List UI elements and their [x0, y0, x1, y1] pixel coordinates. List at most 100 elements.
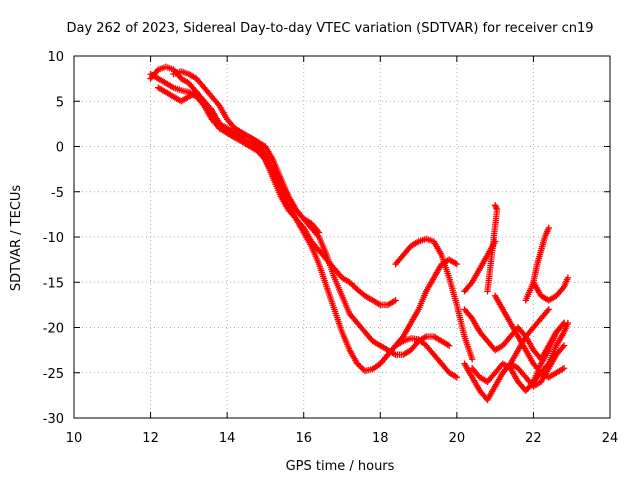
- data-point-fill: [393, 334, 406, 348]
- data-point-fill: [355, 287, 367, 298]
- data-point-fill: [286, 208, 298, 221]
- data-point-fill: [417, 236, 428, 245]
- data-point-fill: [225, 117, 237, 131]
- data-point-fill: [241, 134, 252, 141]
- data-point-fill: [316, 235, 330, 257]
- data-point-fill: [309, 221, 321, 235]
- series-isolated-points: [484, 202, 501, 295]
- data-point-fill: [217, 126, 229, 136]
- series-satellite-track-D: [170, 68, 323, 236]
- data-point-fill: [485, 371, 498, 384]
- data-point-fill: [370, 338, 382, 348]
- data-point-fill: [492, 203, 500, 212]
- data-point-fill: [164, 80, 176, 90]
- data-point-fill: [534, 249, 544, 266]
- data-point-fill: [447, 257, 459, 267]
- data-point-fill: [309, 226, 321, 239]
- data-point-fill: [386, 343, 398, 357]
- data-point-fill: [531, 280, 544, 298]
- chart-title: Day 262 of 2023, Sidereal Day-to-day VTE…: [66, 21, 593, 36]
- y-axis-ticks: 10 5 0 -5 -10 -15 -20 -25 -30: [43, 50, 610, 427]
- data-point-fill: [500, 307, 513, 325]
- data-point-fill: [547, 370, 559, 380]
- data-point-fill: [202, 99, 214, 112]
- data-point-fill: [431, 240, 444, 257]
- series-satellite-track-N: [530, 274, 572, 304]
- y-tick-label: -5: [51, 186, 64, 201]
- data-point-fill: [431, 352, 444, 366]
- data-point-fill: [546, 330, 559, 352]
- y-tick-label: -15: [43, 276, 64, 291]
- data-point-fill: [263, 144, 276, 162]
- data-point-fill: [416, 334, 428, 344]
- data-point-fill: [439, 362, 452, 375]
- data-point-fill: [172, 68, 183, 77]
- data-point-fill: [423, 276, 437, 293]
- data-point-fill: [302, 216, 314, 226]
- data-point-fill: [401, 321, 414, 339]
- data-point-fill: [209, 108, 222, 126]
- data-point-fill: [424, 236, 436, 245]
- data-point-fill: [248, 144, 260, 154]
- data-point-fill: [156, 85, 168, 95]
- x-tick-label: 22: [525, 431, 542, 446]
- y-tick-label: -30: [43, 412, 64, 427]
- data-point-fill: [561, 276, 571, 289]
- y-tick-label: -25: [43, 367, 64, 382]
- data-point-fill: [301, 226, 314, 244]
- data-point-fill: [401, 347, 413, 357]
- data-point-fill: [331, 276, 345, 298]
- data-point-fill: [187, 71, 199, 81]
- data-point-fill: [508, 366, 521, 384]
- data-point-fill: [469, 267, 483, 284]
- data-point-fill: [539, 362, 551, 375]
- data-point-fill: [294, 217, 306, 230]
- y-axis-label: SDTVAR / TECUs: [9, 185, 24, 292]
- data-point-fill: [316, 263, 330, 288]
- data-point-fill: [309, 239, 321, 253]
- data-point-fill: [492, 371, 506, 388]
- data-point-fill: [309, 244, 322, 266]
- data-point-fill: [355, 321, 367, 334]
- data-point-fill: [386, 298, 398, 308]
- data-point-fill: [156, 76, 168, 86]
- x-tick-label: 12: [142, 431, 159, 446]
- data-point-fill: [278, 194, 291, 212]
- data-point-fill: [439, 338, 451, 348]
- data-point-fill: [363, 366, 374, 374]
- data-point-fill: [233, 130, 245, 140]
- data-point-fill: [270, 176, 284, 198]
- data-point-fill: [531, 316, 544, 330]
- data-point-fill: [446, 276, 460, 306]
- data-point-fill: [554, 365, 566, 376]
- data-point-fill: [331, 308, 345, 334]
- data-point-fill: [546, 344, 559, 365]
- data-point-fill: [194, 95, 207, 108]
- data-point-fill: [531, 371, 544, 384]
- data-point-fill: [156, 64, 168, 73]
- data-point-fill: [324, 285, 337, 311]
- data-point-fill: [363, 330, 375, 343]
- data-point-fill: [547, 293, 559, 303]
- data-point-fill: [542, 226, 552, 239]
- data-point-fill: [554, 343, 566, 357]
- series-satellite-track-O: [530, 319, 572, 385]
- data-point-fill: [317, 248, 329, 262]
- data-point-fill: [500, 334, 513, 348]
- y-tick-label: 5: [56, 95, 64, 110]
- x-tick-label: 14: [219, 431, 236, 446]
- data-point-fill: [179, 68, 191, 77]
- data-point-fill: [432, 334, 444, 344]
- data-point-fill: [554, 321, 566, 334]
- data-point-fill: [554, 285, 566, 298]
- data-point-fill: [408, 307, 421, 325]
- data-point-fill: [240, 130, 252, 140]
- data-point-fill: [523, 380, 536, 393]
- data-point-fill: [355, 361, 367, 373]
- x-tick-label: 18: [372, 431, 389, 446]
- data-point-fill: [209, 95, 222, 108]
- data-point-fill: [469, 375, 483, 393]
- data-point-fill: [217, 121, 229, 131]
- x-tick-label: 24: [602, 431, 619, 446]
- data-point-fill: [278, 176, 291, 198]
